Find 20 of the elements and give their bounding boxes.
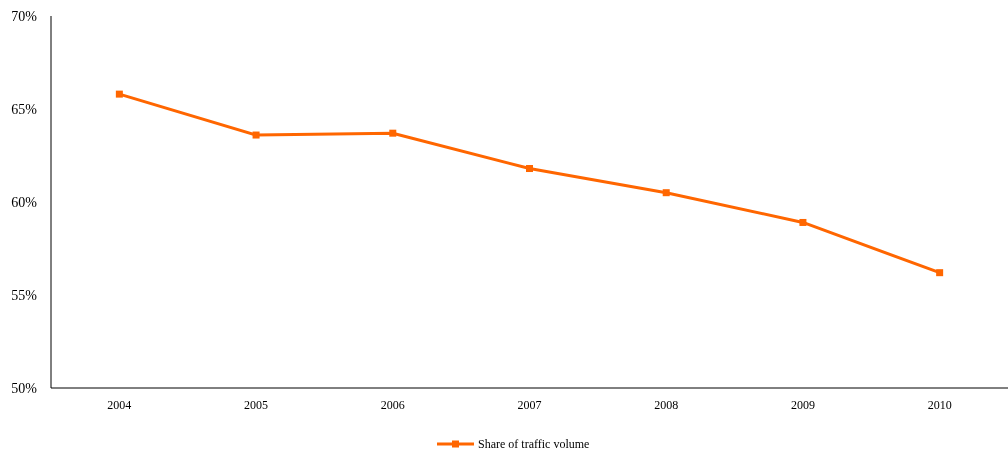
point — [662, 189, 670, 197]
x-tick-label: 2009 — [790, 398, 815, 412]
x-tick-label: 2010 — [927, 398, 952, 412]
x-tick-label: 2006 — [380, 398, 405, 412]
point — [936, 269, 944, 277]
x-tick-label: 2005 — [244, 398, 269, 412]
point — [389, 129, 397, 137]
legend-label: Share of traffic volume — [478, 437, 590, 452]
x-tick-label: 2008 — [654, 398, 679, 412]
x-tick-label: 2004 — [107, 398, 132, 412]
point — [799, 218, 807, 226]
y-tick-label: 55% — [11, 287, 38, 303]
y-tick-label: 65% — [11, 101, 38, 117]
point — [526, 165, 533, 173]
point — [252, 131, 260, 139]
x-tick-label: 2007 — [517, 398, 542, 412]
y-tick-label: 70% — [11, 8, 38, 24]
y-tick-label: 50% — [11, 380, 38, 396]
point — [115, 90, 123, 98]
y-tick-label: 60% — [11, 194, 38, 210]
